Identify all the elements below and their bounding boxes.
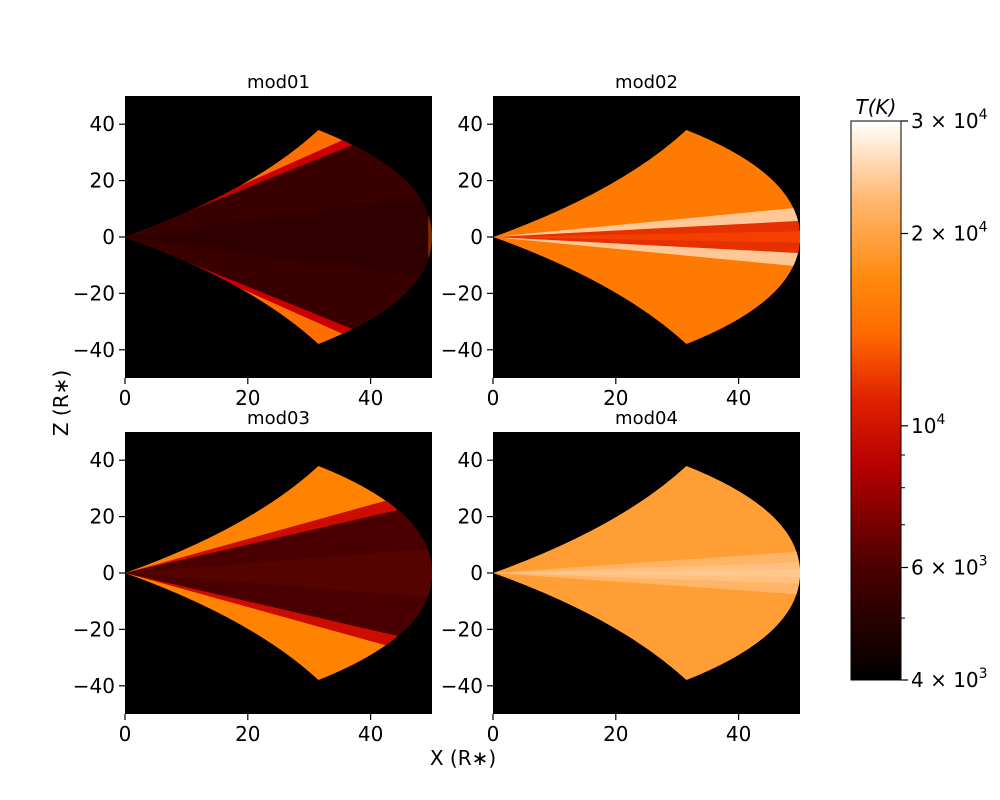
x-tick-label: 20 bbox=[235, 386, 260, 410]
x-tick-label: 0 bbox=[119, 722, 132, 746]
x-tick-label: 40 bbox=[358, 386, 383, 410]
y-tick-label: 40 bbox=[90, 448, 115, 472]
colorbar-tick-label: 6 × 103 bbox=[911, 554, 988, 580]
panel-mod04: mod04 0 20 40 40 20 0 −20 −40 bbox=[441, 408, 800, 746]
shared-x-axis-label: X (R∗) bbox=[430, 746, 496, 770]
colorbar-label: T(K) bbox=[856, 95, 897, 119]
y-tick-label: −20 bbox=[441, 281, 483, 305]
colorbar-tick-label: 3 × 104 bbox=[911, 107, 988, 133]
y-tick-label: −40 bbox=[73, 674, 115, 698]
shared-y-axis-label: Z (R∗) bbox=[49, 370, 73, 436]
x-tick-label: 20 bbox=[603, 722, 628, 746]
y-tick-label: −40 bbox=[73, 338, 115, 362]
colorbar-gradient bbox=[850, 120, 902, 681]
y-tick-label: 0 bbox=[102, 561, 115, 585]
colorbar-tick-label: 104 bbox=[911, 412, 945, 438]
x-tick-label: 0 bbox=[119, 386, 132, 410]
disk-midplane bbox=[493, 569, 800, 577]
panel-title: mod02 bbox=[615, 72, 678, 93]
panel-mod03: mod03 0 20 40 40 20 0 −20 −40 bbox=[73, 408, 432, 746]
panel-title: mod01 bbox=[247, 72, 310, 93]
x-tick-label: 40 bbox=[358, 722, 383, 746]
x-tick-label: 20 bbox=[603, 386, 628, 410]
panel-title: mod03 bbox=[247, 408, 310, 429]
y-tick-label: 20 bbox=[458, 505, 483, 529]
y-tick-label: −20 bbox=[73, 281, 115, 305]
y-tick-label: 0 bbox=[470, 225, 483, 249]
y-tick-label: 20 bbox=[458, 169, 483, 193]
panels-group: mod01 0 20 40 40 20 0 −20 −40 mod02 0 20 40 40 20 0 −20 −… bbox=[73, 72, 800, 746]
y-tick-label: −20 bbox=[73, 617, 115, 641]
colorbar-tick-label: 2 × 104 bbox=[911, 219, 988, 245]
x-tick-label: 40 bbox=[726, 386, 751, 410]
x-tick-label: 0 bbox=[487, 722, 500, 746]
y-tick-label: 0 bbox=[102, 225, 115, 249]
temperature-map bbox=[125, 129, 432, 345]
y-tick-label: −40 bbox=[441, 674, 483, 698]
panel-title: mod04 bbox=[615, 408, 678, 429]
x-tick-label: 0 bbox=[487, 386, 500, 410]
y-tick-label: 40 bbox=[458, 448, 483, 472]
disk-midplane bbox=[493, 231, 800, 243]
panel-mod02: mod02 0 20 40 40 20 0 −20 −40 bbox=[441, 72, 800, 410]
x-tick-label: 20 bbox=[235, 722, 260, 746]
temperature-map bbox=[125, 465, 432, 681]
panel-mod01: mod01 0 20 40 40 20 0 −20 −40 bbox=[73, 72, 432, 410]
y-tick-label: −20 bbox=[441, 617, 483, 641]
temperature-map bbox=[493, 129, 800, 345]
y-tick-label: 20 bbox=[90, 505, 115, 529]
colorbar-tick-label: 4 × 103 bbox=[911, 666, 988, 692]
y-tick-label: 40 bbox=[458, 112, 483, 136]
y-tick-label: −40 bbox=[441, 338, 483, 362]
y-tick-label: 20 bbox=[90, 169, 115, 193]
y-tick-label: 40 bbox=[90, 112, 115, 136]
disk-midplane bbox=[125, 193, 432, 281]
colorbar: 3 × 104 2 × 104 104 6 × 103 4 × 103 T(K) bbox=[850, 95, 988, 692]
temperature-map bbox=[493, 465, 800, 681]
y-tick-label: 0 bbox=[470, 561, 483, 585]
disk-midplane bbox=[125, 547, 432, 599]
x-tick-label: 40 bbox=[726, 722, 751, 746]
